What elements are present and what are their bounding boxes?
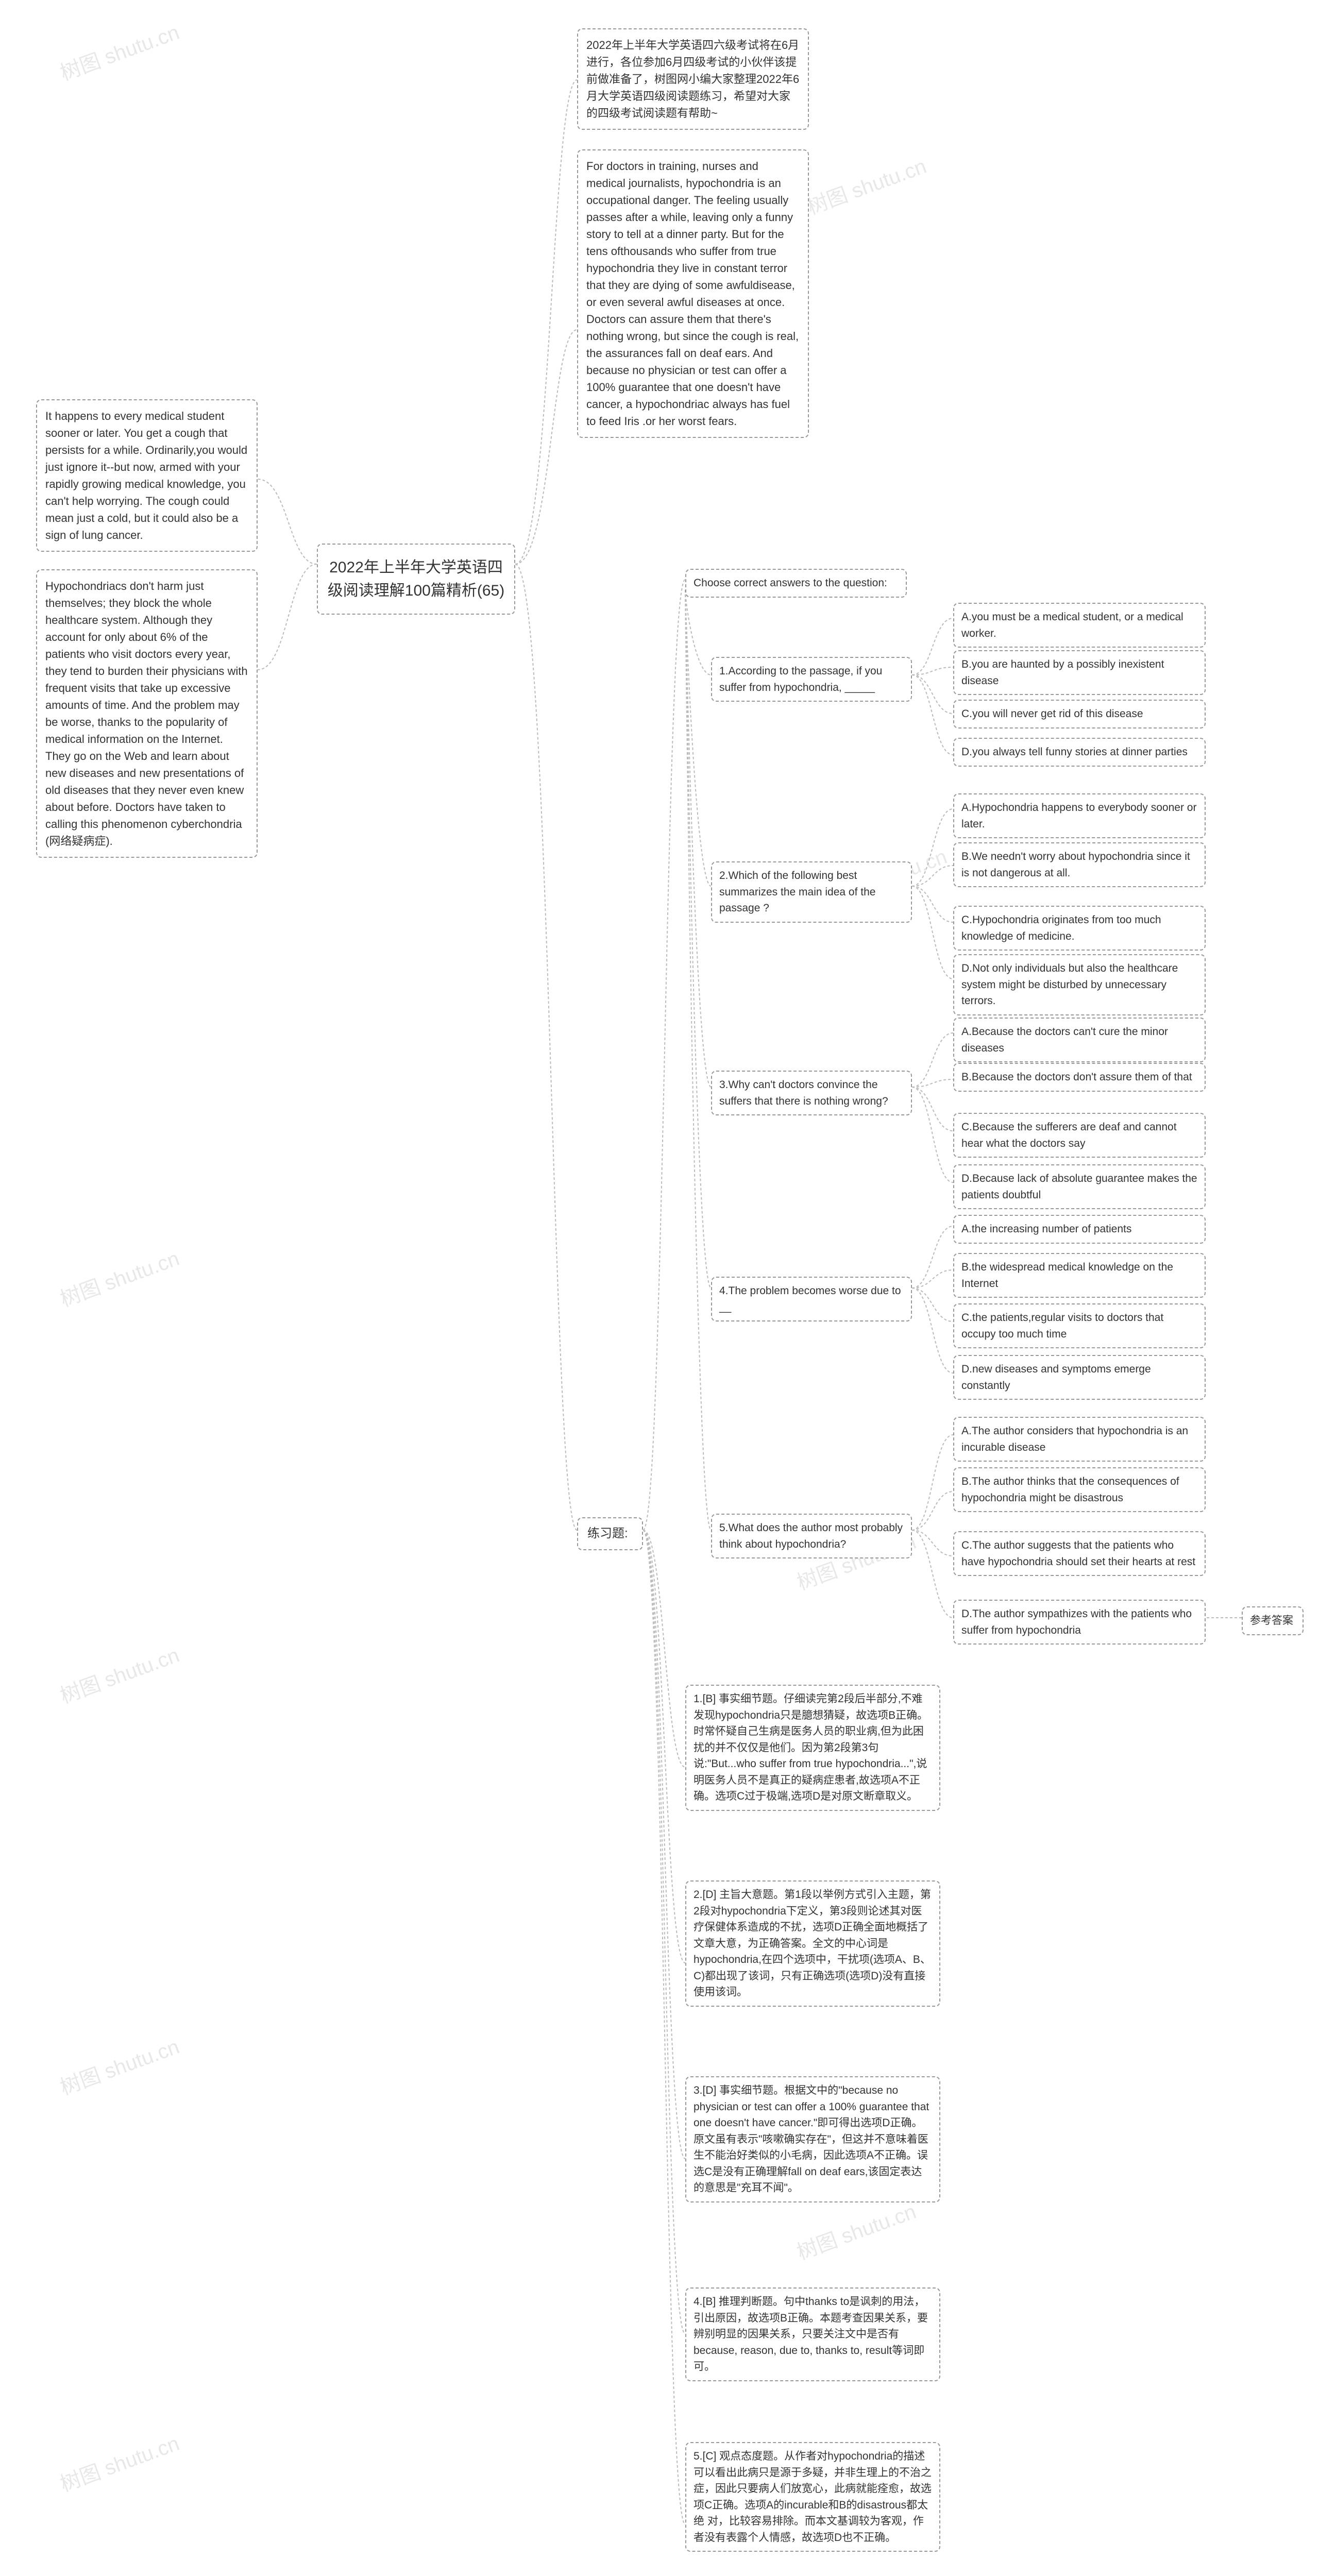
q4-option-d: D.new diseases and symptoms emerge const… <box>953 1355 1206 1400</box>
q5-stem: 5.What does the author most probably thi… <box>711 1514 912 1558</box>
top-paragraph-1: 2022年上半年大学英语四六级考试将在6月进行，各位参加6月四级考试的小伙伴该提… <box>577 28 809 130</box>
explanation-5: 5.[C] 观点态度题。从作者对hypochondria的描述可以看出此病只是源… <box>685 2442 940 2552</box>
watermark: 树图 shutu.cn <box>55 2030 183 2100</box>
top-paragraph-2: For doctors in training, nurses and medi… <box>577 149 809 438</box>
q1-stem: 1.According to the passage, if you suffe… <box>711 657 912 702</box>
q1-option-a: A.you must be a medical student, or a me… <box>953 603 1206 648</box>
q5-option-b: B.The author thinks that the consequence… <box>953 1467 1206 1512</box>
q4-stem: 4.The problem becomes worse due to __ <box>711 1277 912 1321</box>
q4-option-a: A.the increasing number of patients <box>953 1215 1206 1244</box>
left-paragraph-1: It happens to every medical student soon… <box>36 399 258 552</box>
q5-option-a: A.The author considers that hypochondria… <box>953 1417 1206 1462</box>
explanation-1: 1.[B] 事实细节题。仔细读完第2段后半部分,不难发现hypochondria… <box>685 1685 940 1811</box>
explanation-2: 2.[D] 主旨大意题。第1段以举例方式引入主题，第2段对hypochondri… <box>685 1880 940 2007</box>
explanation-3: 3.[D] 事实细节题。根据文中的"because no physician o… <box>685 2076 940 2202</box>
q4-option-c: C.the patients,regular visits to doctors… <box>953 1303 1206 1348</box>
q4-option-b: B.the widespread medical knowledge on th… <box>953 1253 1206 1298</box>
q3-option-a: A.Because the doctors can't cure the min… <box>953 1018 1206 1062</box>
q2-stem: 2.Which of the following best summarizes… <box>711 861 912 923</box>
q2-option-b: B.We needn't worry about hypochondria si… <box>953 842 1206 887</box>
explanation-4: 4.[B] 推理判断题。句中thanks to是讽刺的用法，引出原因，故选项B正… <box>685 2287 940 2381</box>
center-title: 2022年上半年大学英语四级阅读理解100篇精析(65) <box>317 544 515 615</box>
watermark: 树图 shutu.cn <box>792 2195 920 2265</box>
q1-option-d: D.you always tell funny stories at dinne… <box>953 738 1206 767</box>
watermark: 树图 shutu.cn <box>55 1242 183 1312</box>
q5-option-d: D.The author sympathizes with the patien… <box>953 1600 1206 1645</box>
watermark: 树图 shutu.cn <box>55 15 183 86</box>
q1-option-c: C.you will never get rid of this disease <box>953 700 1206 728</box>
q5-option-c: C.The author suggests that the patients … <box>953 1531 1206 1576</box>
q3-option-c: C.Because the sufferers are deaf and can… <box>953 1113 1206 1158</box>
question-header: Choose correct answers to the question: <box>685 569 907 598</box>
q2-option-a: A.Hypochondria happens to everybody soon… <box>953 793 1206 838</box>
left-paragraph-2: Hypochondriacs don't harm just themselve… <box>36 569 258 858</box>
q2-option-d: D.Not only individuals but also the heal… <box>953 954 1206 1015</box>
watermark: 树图 shutu.cn <box>55 1638 183 1709</box>
q3-stem: 3.Why can't doctors convince the suffers… <box>711 1071 912 1115</box>
q2-option-c: C.Hypochondria originates from too much … <box>953 906 1206 951</box>
q1-option-b: B.you are haunted by a possibly inexiste… <box>953 650 1206 695</box>
watermark: 树图 shutu.cn <box>55 2427 183 2497</box>
q3-option-b: B.Because the doctors don't assure them … <box>953 1063 1206 1092</box>
q3-option-d: D.Because lack of absolute guarantee mak… <box>953 1164 1206 1209</box>
exercise-label: 练习题: <box>577 1517 643 1550</box>
watermark: 树图 shutu.cn <box>802 149 930 220</box>
answer-label: 参考答案 <box>1242 1606 1304 1635</box>
